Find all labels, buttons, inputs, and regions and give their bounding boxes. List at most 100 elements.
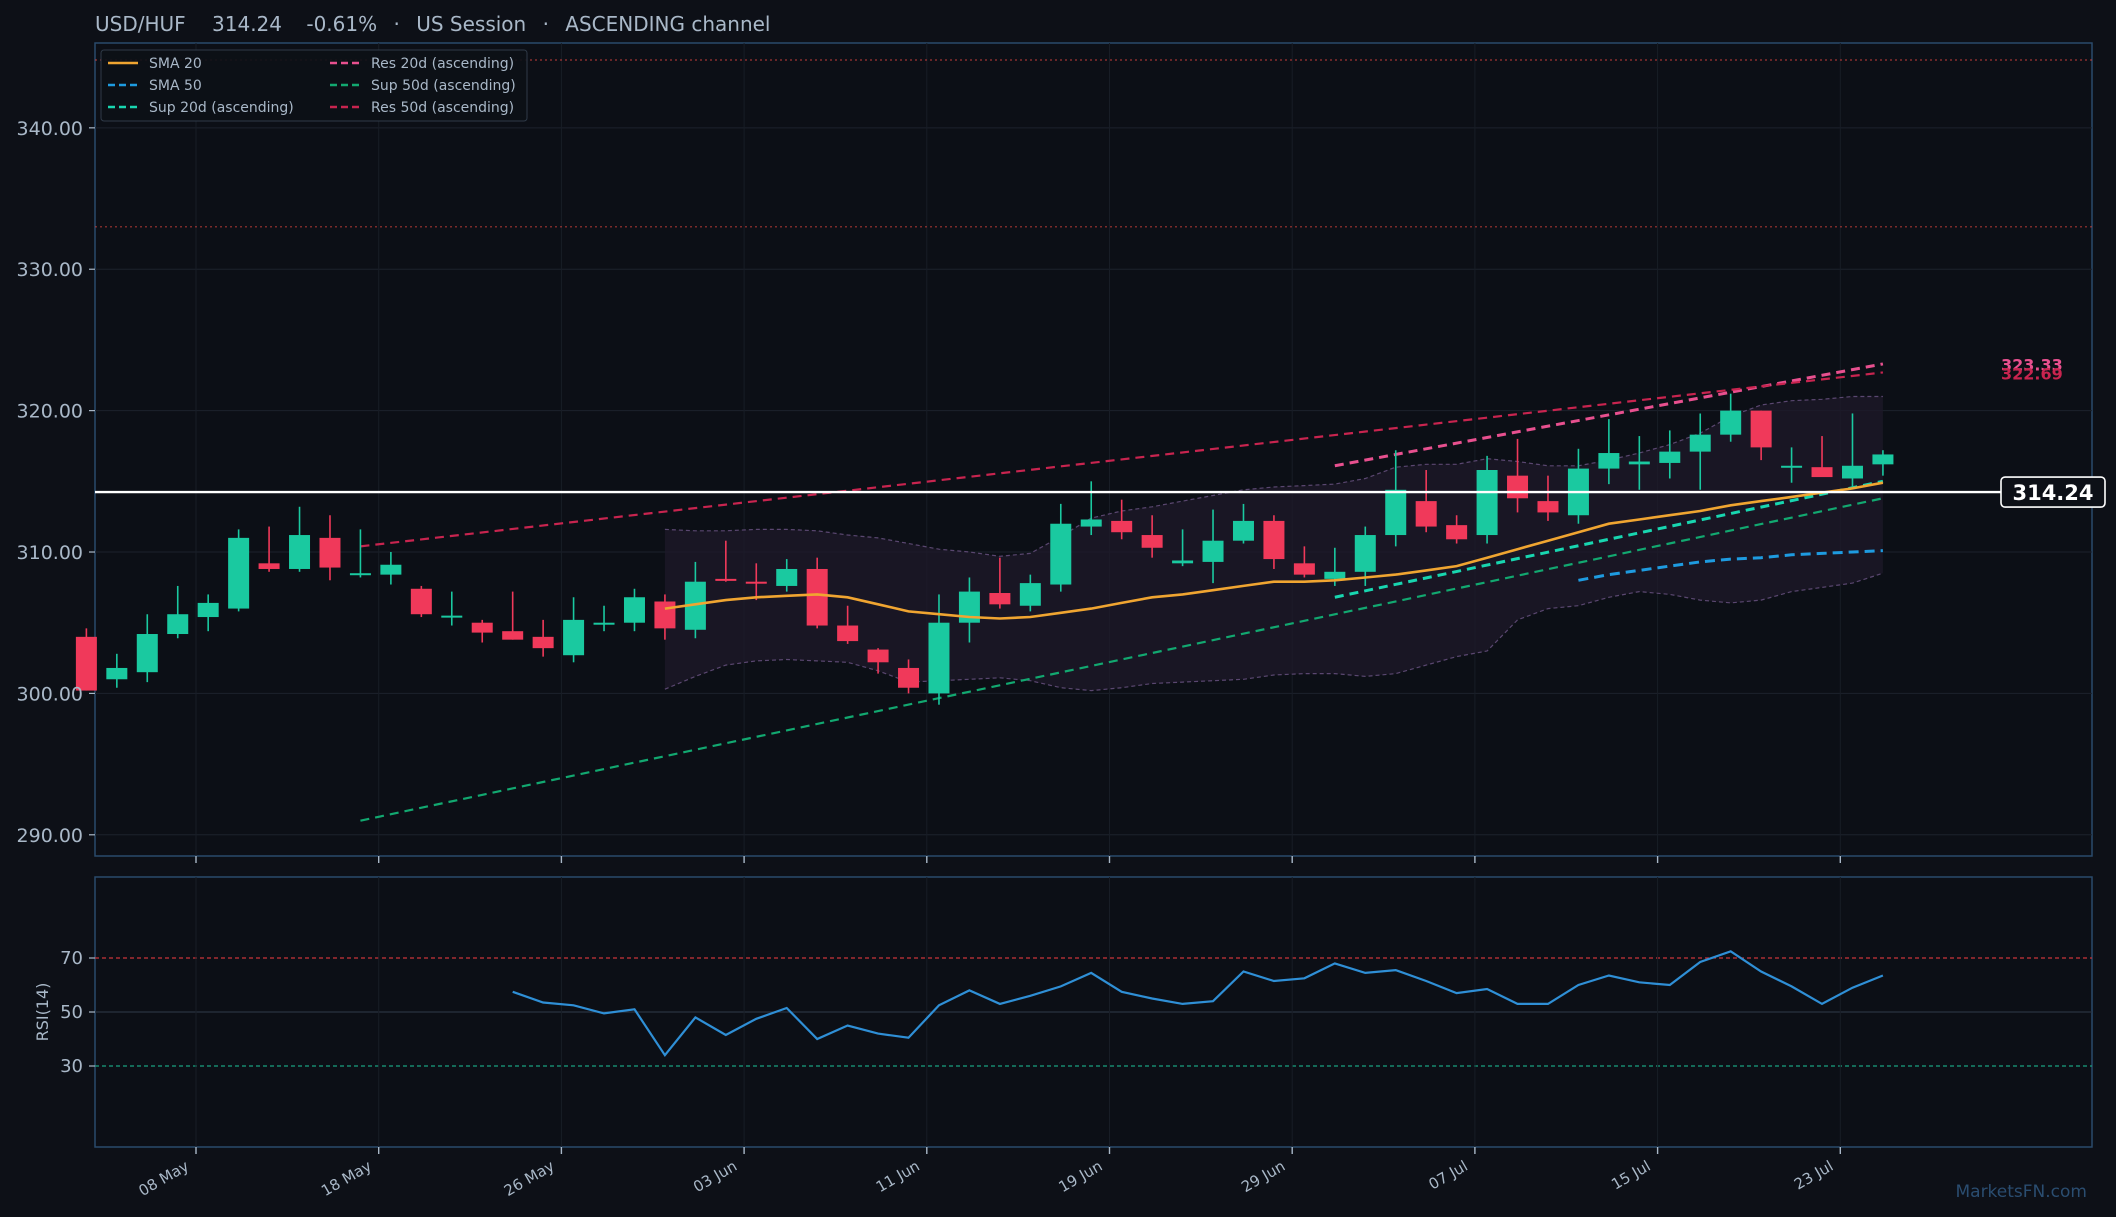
candle [471,619,493,643]
legend-label: Sup 50d (ascending) [371,78,516,94]
candle-body [1415,501,1437,527]
candle-body [258,563,280,569]
candle-body [319,537,341,568]
legend-label: Sup 20d (ascending) [149,100,294,116]
price-tick-label: 300.00 [17,683,83,705]
candle-body [502,631,524,640]
rsi-tick-label: 30 [60,1056,83,1077]
candles [75,393,1894,705]
candle-body [623,597,645,623]
price-tick-label: 290.00 [17,825,83,847]
legend-label: Res 50d (ascending) [371,100,514,116]
candle [136,614,158,683]
candle [806,557,828,629]
candle-body [1872,454,1894,465]
price-panel: 314.24 290.00 300.00 310.00 320.00 330.00 340… [17,42,2106,857]
title-price: 314.24 [212,12,282,36]
candle-body [1659,451,1681,463]
candle [1050,503,1072,592]
candle-body [1781,465,1803,468]
current-price-box [2000,476,2106,508]
candle-body [1507,475,1529,499]
title-pair: USD/HUF [95,12,186,36]
trendline-end-label: 323.33 [2001,356,2063,375]
candle-body [1172,560,1194,564]
candle [1415,470,1437,533]
candle [989,557,1011,609]
candle-body [837,625,859,642]
legend-label: SMA 20 [149,56,202,72]
rsi-panel: 30 50 70 RSI(14) [33,876,2093,1148]
candle [1689,413,1711,490]
rsi-line [512,950,1884,1058]
candle [593,605,615,632]
candle [958,577,980,643]
candle [1750,410,1772,461]
candle-body [1263,520,1285,560]
trendline-end-label: 322.69 [2001,365,2063,384]
chart-title: USD/HUF 314.24 -0.61% · US Session · ASC… [95,12,770,36]
price-axis: 290.00 300.00 310.00 320.00 330.00 340.00 [17,118,95,847]
candle [928,594,950,705]
candle-body [684,581,706,630]
candle-body [654,601,676,629]
candle [1354,526,1376,586]
candle-body [1689,434,1711,452]
candle-body [380,564,402,575]
candle-body [745,581,767,584]
candle [1172,529,1194,567]
candle-body [1202,540,1224,562]
candle [684,561,706,639]
candle-body [715,578,737,581]
candle [319,515,341,581]
candle-body [1293,563,1315,575]
candle [1141,515,1163,558]
candle-body [593,622,615,625]
title-change: -0.61% [306,12,377,36]
title-channel: ASCENDING channel [565,12,770,36]
title-separator-2: · [543,12,549,36]
trendline-res-20d-ascending [1334,362,1884,468]
candle [1598,419,1620,485]
candle-body [1537,501,1559,513]
candle [563,597,585,663]
legend-frame [100,49,528,122]
candle-body [471,622,493,633]
candle-body [776,568,798,586]
title-session: US Session [416,12,526,36]
candle [1293,546,1315,578]
candle-body [349,573,371,576]
candle-body [1841,465,1863,479]
current-price-label: 314.24 [2012,481,2093,505]
candle [167,585,189,639]
candle [1111,499,1133,540]
candle [1659,430,1681,479]
candle [380,552,402,585]
moving-averages [664,481,1884,620]
candle-body [441,615,463,618]
bollinger-upper [664,395,1883,557]
candle [1811,436,1833,478]
candle [532,619,554,657]
legend-label: Res 20d (ascending) [371,56,514,72]
candle-body [75,636,97,691]
candle-body [1354,535,1376,572]
candle [349,529,371,578]
rsi-axis-label: RSI(14) [33,983,52,1042]
candle [1872,450,1894,476]
watermark: MarketsFN.com [1955,1182,2087,1202]
candle-body [928,622,950,694]
candle-body [806,568,828,626]
candle [867,648,889,674]
candle [502,591,524,640]
current-price-line: 314.24 [95,476,2106,508]
trend-lines [360,362,1884,822]
candle-body [867,649,889,663]
candle [289,506,311,572]
candle-body [1446,525,1468,540]
rsi-tick-label: 50 [60,1002,83,1023]
candle-body [1141,535,1163,548]
candle [1385,450,1407,547]
candle-body [989,593,1011,605]
